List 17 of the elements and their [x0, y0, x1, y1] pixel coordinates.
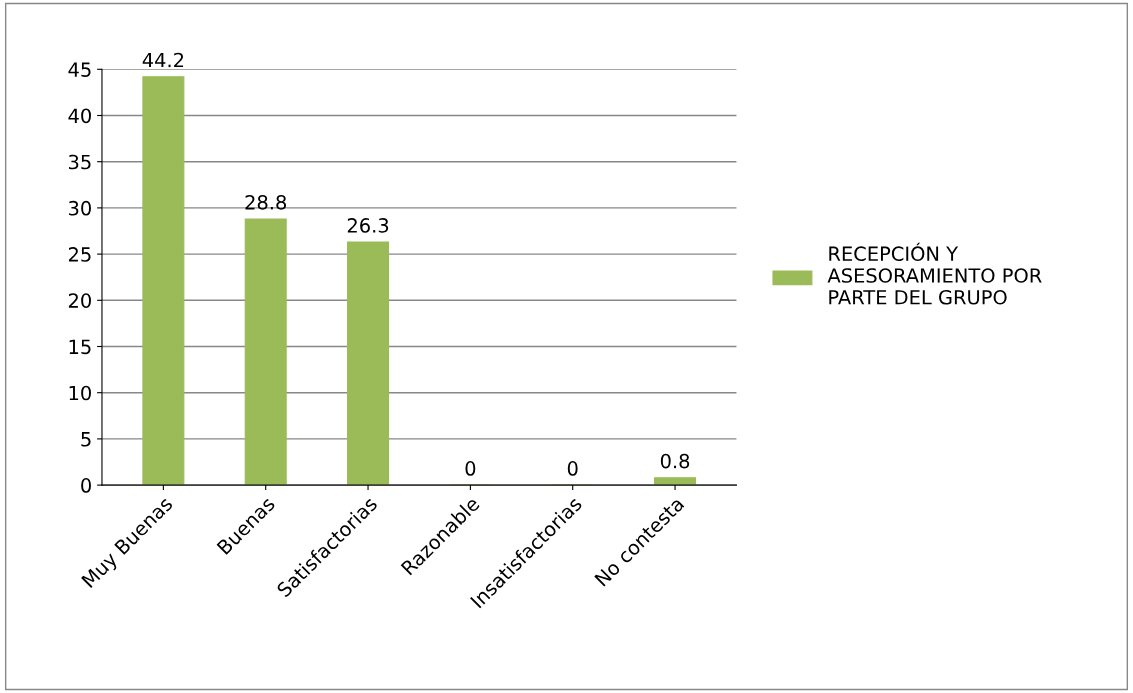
data-label: 28.8 [245, 194, 287, 210]
data-label: 0 [465, 461, 476, 476]
data-label: 26.3 [347, 218, 389, 233]
y-tick-label: 10 [69, 385, 91, 401]
y-tick-label: 25 [68, 247, 91, 262]
y-tick-label: 5 [81, 432, 91, 447]
y-tick-label: 35 [68, 154, 91, 170]
legend-label: RECEPCIÓN Y ASESORAMIENTO POR PARTE DEL GRUPO [827, 242, 1042, 305]
y-tick-label: 0 [81, 478, 91, 493]
data-label: 0 [567, 461, 578, 476]
y-tick-label: 45 [68, 62, 91, 77]
data-label: 44.2 [142, 52, 184, 68]
y-tick-label: 30 [68, 200, 91, 216]
y-tick-label: 20 [68, 293, 91, 308]
y-tick-label: 40 [68, 108, 91, 124]
data-label: 0.8 [660, 453, 690, 469]
y-tick-label: 15 [69, 339, 91, 355]
